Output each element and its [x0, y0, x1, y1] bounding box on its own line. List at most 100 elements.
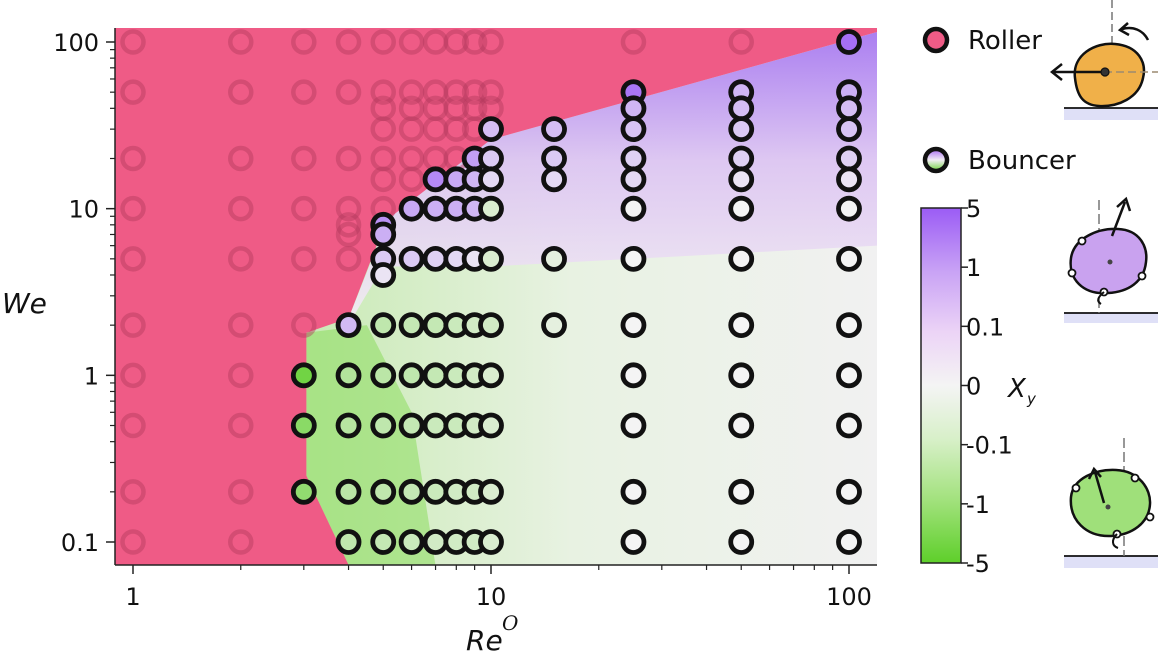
bouncer-up-tail	[1097, 291, 1105, 305]
bouncer-marker	[620, 478, 647, 505]
bouncer-marker	[728, 195, 755, 222]
roller-marker	[228, 246, 254, 272]
bouncer-marker	[478, 362, 504, 389]
roller-illustration	[1049, 0, 1158, 120]
roller-marker	[120, 195, 146, 222]
y-axis-label: We	[2, 287, 47, 320]
y-tick-label: 0.1	[61, 529, 99, 557]
roller-marker	[422, 29, 449, 55]
roller-droplet	[1073, 42, 1146, 108]
bouncer-marker	[422, 312, 449, 339]
roller-center-dot	[1100, 67, 1110, 77]
legend-bouncer-label: Bouncer	[968, 146, 1076, 176]
legend: Roller Bouncer	[922, 26, 1076, 176]
bouncer-marker	[478, 195, 504, 222]
roller-marker	[291, 246, 317, 272]
roller-marker	[620, 29, 647, 55]
roller-marker	[335, 79, 362, 105]
y-tick-label: 10	[68, 196, 99, 224]
roller-marker	[120, 479, 146, 505]
bouncer-marker	[620, 412, 647, 439]
roller-marker	[422, 116, 449, 142]
bouncer-marker	[422, 412, 449, 439]
roller-marker	[228, 529, 254, 555]
roller-marker	[461, 95, 488, 122]
roller-marker	[120, 412, 146, 439]
roller-marker	[398, 29, 425, 55]
bouncer-marker	[836, 412, 862, 439]
roller-marker	[228, 362, 254, 389]
bouncer-marker	[478, 312, 504, 339]
colorbar-tick-label: -0.1	[966, 432, 1013, 460]
bouncer-marker	[370, 221, 397, 248]
bouncer-marker	[370, 529, 397, 555]
x-tick-label: 1	[125, 583, 140, 611]
roller-marker	[443, 79, 470, 105]
bouncer-marker	[422, 166, 449, 193]
roller-marker	[443, 29, 470, 55]
colorbar-label-subscript: y	[1026, 390, 1037, 408]
colorbar-tick-label: 5	[966, 195, 981, 223]
bouncer-marker	[728, 478, 755, 505]
roller-rotation-arrow	[1121, 26, 1150, 41]
roller-marker	[228, 145, 254, 172]
roller-marker	[228, 29, 254, 55]
bouncer-marker	[728, 145, 755, 172]
roller-marker	[443, 95, 470, 122]
bouncer-marker	[836, 195, 862, 222]
bouncer-marker	[836, 245, 862, 272]
x-axis-label: Re	[466, 624, 503, 657]
colorbar-tick-label: 1	[966, 254, 981, 282]
bouncer-marker	[728, 529, 755, 555]
bouncer-marker	[370, 362, 397, 389]
roller-rotation-arrowhead	[1117, 22, 1130, 37]
colorbar-tick-label: -5	[966, 550, 990, 578]
bouncer-marker	[620, 145, 647, 172]
bouncer-marker	[398, 529, 425, 555]
bouncer-down-droplet	[1069, 468, 1152, 538]
bouncer-up-marker-3	[1137, 271, 1147, 281]
axes: 1 10 100 0.1 1 10 100	[53, 28, 877, 611]
bouncer-marker	[478, 145, 504, 172]
roller-marker	[335, 246, 362, 272]
bouncer-marker	[620, 312, 647, 339]
bouncer-marker	[478, 166, 504, 193]
roller-marker	[728, 29, 754, 55]
roller-marker	[478, 79, 504, 105]
bouncer-up-velocity-arrow	[1110, 201, 1127, 237]
bouncer-marker	[398, 245, 425, 272]
bouncer-down-marker-2	[1130, 473, 1140, 483]
bouncer-marker	[335, 412, 362, 439]
bouncer-down-velocity-arrow	[1093, 471, 1106, 504]
roller-marker	[478, 29, 504, 55]
colorbar-tick-label: 0	[966, 373, 981, 401]
x-axis-label-superscript: O	[502, 611, 518, 635]
bouncer-up-velocity-arrowhead	[1116, 196, 1132, 212]
roller-marker	[461, 29, 488, 55]
bouncer-marker	[836, 529, 862, 555]
roller-marker	[370, 116, 396, 142]
bouncer-marker	[836, 166, 862, 193]
bouncer-marker	[290, 412, 317, 439]
bouncer-marker	[398, 478, 425, 505]
bouncer-marker	[728, 312, 755, 339]
bouncer-up-marker-2	[1077, 236, 1087, 246]
bouncer-marker	[728, 412, 755, 439]
roller-velocity-arrowhead	[1049, 63, 1063, 81]
roller-marker	[461, 79, 488, 105]
roller-marker	[291, 195, 317, 222]
x-tick-label: 100	[826, 583, 872, 611]
bouncer-marker	[335, 312, 362, 339]
bouncer-marker	[728, 166, 755, 193]
bouncer-marker	[398, 312, 425, 339]
bouncer-down-marker-1	[1071, 483, 1081, 493]
bouncer-up-center-dot	[1107, 259, 1113, 265]
bouncer-marker	[398, 362, 425, 389]
bouncer-marker	[335, 529, 362, 555]
roller-marker	[120, 29, 146, 55]
x-tick-label: 10	[476, 583, 507, 611]
bouncer-down-velocity-arrowhead	[1087, 466, 1102, 480]
bouncer-marker	[478, 529, 504, 555]
bouncer-marker	[541, 245, 567, 272]
